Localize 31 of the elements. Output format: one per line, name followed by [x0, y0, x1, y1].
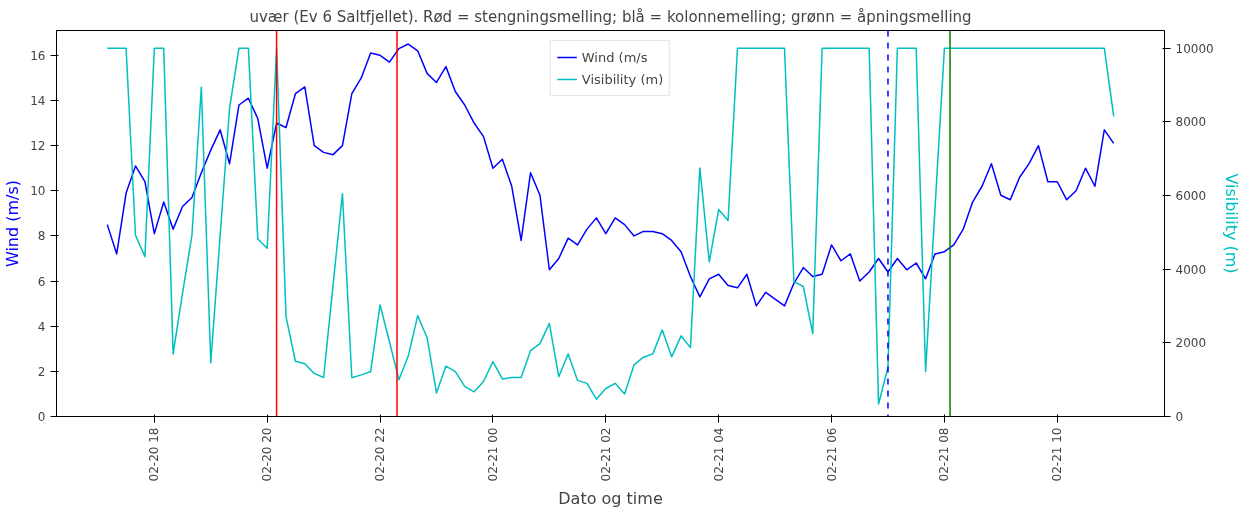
x-tick-label: 02-21 04	[711, 427, 726, 482]
y-axis-title: Wind (m/s)	[3, 179, 23, 268]
y2-tick-label: 8000	[1175, 115, 1207, 130]
y-tick-label: 16	[30, 48, 46, 63]
y-tick-label: 14	[30, 93, 46, 108]
y-tick-label: 4	[37, 319, 46, 334]
y2-tick-label: 0	[1175, 410, 1184, 424]
y-tick-label: 12	[30, 139, 46, 154]
y2-tick-label: 2000	[1175, 336, 1207, 351]
x-tick-label: 02-20 18	[147, 427, 162, 482]
x-tick-label: 02-20 22	[373, 427, 388, 482]
y-tick-label: 2	[37, 364, 46, 379]
y-tick-label: 8	[37, 229, 46, 244]
y2-tick-label: 4000	[1175, 262, 1207, 277]
chart-title: uvær (Ev 6 Saltfjellet). Rød = stengningsmelling; blå = kolonnemelling; grønn = åpningsmelling	[249, 7, 972, 26]
y2-tick-label: 6000	[1175, 189, 1207, 204]
y-tick-label: 0	[37, 410, 46, 424]
y-tick-label: 10	[30, 184, 46, 199]
line-series	[106, 47, 1115, 405]
x-tick-label: 02-21 02	[598, 427, 613, 482]
x-tick-label: 02-21 06	[824, 427, 839, 482]
x-tick-label: 02-21 10	[1050, 427, 1065, 482]
y2-axis-title: Visibility (m)	[1221, 173, 1241, 274]
x-tick-label: 02-20 20	[260, 427, 275, 482]
x-tick-label: 02-21 08	[937, 427, 952, 482]
y-tick-label: 6	[37, 274, 46, 289]
y2-tick-label: 10000	[1175, 41, 1214, 56]
legend-label: Wind (m/s	[581, 49, 648, 65]
legend-label: Visibility (m)	[581, 71, 664, 87]
x-tick-label: 02-21 00	[485, 427, 500, 482]
x-axis-title: Dato og time	[558, 489, 663, 509]
